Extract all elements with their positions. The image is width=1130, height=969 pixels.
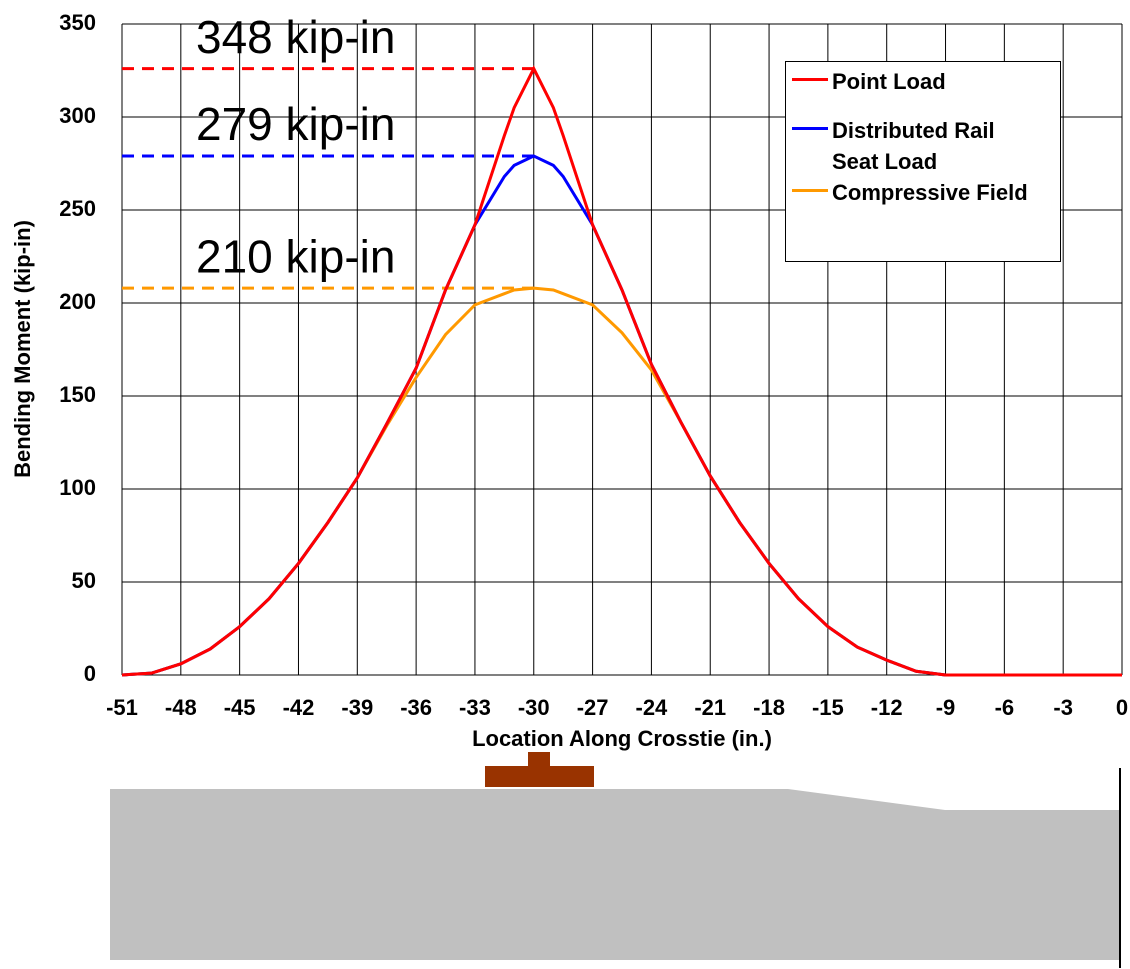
x-tick-label: -36 — [400, 695, 432, 720]
y-tick-label: 0 — [84, 661, 96, 686]
y-tick-label: 50 — [72, 568, 96, 593]
legend-item: Compressive Field — [792, 177, 1054, 208]
x-tick-label: -24 — [636, 695, 669, 720]
rail — [528, 752, 550, 767]
y-tick-label: 350 — [59, 10, 96, 35]
x-tick-label: -15 — [812, 695, 844, 720]
x-tick-label: -51 — [106, 695, 138, 720]
legend-swatch — [792, 78, 828, 81]
legend-label: Distributed Rail Seat Load — [832, 118, 995, 174]
x-tick-label: -12 — [871, 695, 903, 720]
x-tick-label: 0 — [1116, 695, 1128, 720]
x-tick-label: -3 — [1053, 695, 1073, 720]
legend-item: Distributed Rail Seat Load — [792, 115, 1054, 177]
legend-label: Compressive Field — [832, 180, 1028, 205]
x-tick-label: -42 — [283, 695, 315, 720]
x-tick-label: -27 — [577, 695, 609, 720]
crosstie-diagram — [110, 752, 1121, 968]
y-tick-label: 100 — [59, 475, 96, 500]
annotation-text: 279 kip-in — [196, 98, 395, 150]
x-tick-label: -30 — [518, 695, 550, 720]
data-line — [121, 65, 1122, 677]
rail-seat-plate — [485, 766, 594, 787]
x-tick-label: -48 — [165, 695, 197, 720]
data-line — [121, 286, 1122, 677]
legend-label: Point Load — [832, 69, 946, 94]
x-tick-label: -39 — [341, 695, 373, 720]
y-tick-label: 250 — [59, 196, 96, 221]
x-axis-label: Location Along Crosstie (in.) — [472, 726, 772, 751]
x-tick-label: -6 — [995, 695, 1015, 720]
annotation-text: 210 kip-in — [196, 230, 395, 282]
x-tick-label: -45 — [224, 695, 256, 720]
crosstie — [110, 789, 1120, 960]
x-tick-label: -18 — [753, 695, 785, 720]
y-tick-label: 200 — [59, 289, 96, 314]
y-tick-label: 300 — [59, 103, 96, 128]
y-axis-label: Bending Moment (kip-in) — [10, 220, 35, 478]
x-tick-label: -33 — [459, 695, 491, 720]
legend-item: Point Load — [792, 66, 1054, 97]
annotation-text: 348 kip-in — [196, 11, 395, 63]
y-tick-label: 150 — [59, 382, 96, 407]
x-tick-label: -21 — [694, 695, 726, 720]
x-tick-label: -9 — [936, 695, 956, 720]
legend: Point Load Distributed Rail Seat Load Comp… — [785, 61, 1061, 262]
legend-swatch — [792, 189, 828, 192]
legend-swatch — [792, 127, 828, 130]
